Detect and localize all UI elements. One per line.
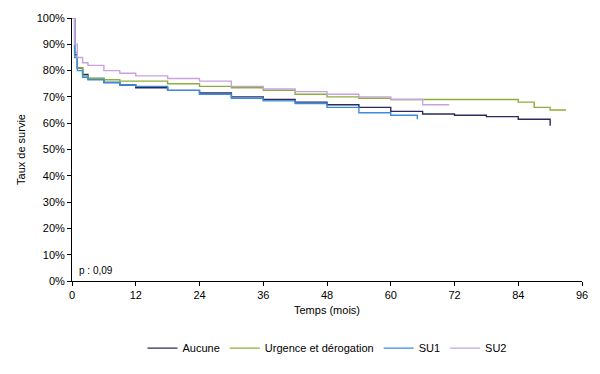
svg-text:Temps (mois): Temps (mois) — [294, 304, 360, 316]
svg-text:50%: 50% — [43, 143, 65, 155]
svg-text:20%: 20% — [43, 222, 65, 234]
svg-text:30%: 30% — [43, 196, 65, 208]
svg-text:Urgence et dérogation: Urgence et dérogation — [265, 342, 374, 354]
svg-text:24: 24 — [193, 289, 205, 301]
svg-text:10%: 10% — [43, 249, 65, 261]
svg-text:0: 0 — [69, 289, 75, 301]
svg-text:12: 12 — [130, 289, 142, 301]
svg-text:SU1: SU1 — [419, 342, 440, 354]
svg-text:SU2: SU2 — [485, 342, 506, 354]
svg-text:70%: 70% — [43, 91, 65, 103]
svg-text:40%: 40% — [43, 170, 65, 182]
svg-text:90%: 90% — [43, 38, 65, 50]
svg-text:p : 0,09: p : 0,09 — [79, 265, 113, 276]
svg-text:84: 84 — [512, 289, 524, 301]
svg-text:80%: 80% — [43, 64, 65, 76]
svg-text:48: 48 — [321, 289, 333, 301]
svg-text:36: 36 — [257, 289, 269, 301]
svg-text:100%: 100% — [37, 12, 65, 24]
svg-text:Aucune: Aucune — [183, 342, 220, 354]
svg-text:96: 96 — [576, 289, 588, 301]
svg-text:60: 60 — [385, 289, 397, 301]
svg-text:0%: 0% — [49, 275, 65, 287]
svg-text:60%: 60% — [43, 117, 65, 129]
svg-text:Taux de survie: Taux de survie — [15, 114, 27, 185]
svg-text:72: 72 — [448, 289, 460, 301]
